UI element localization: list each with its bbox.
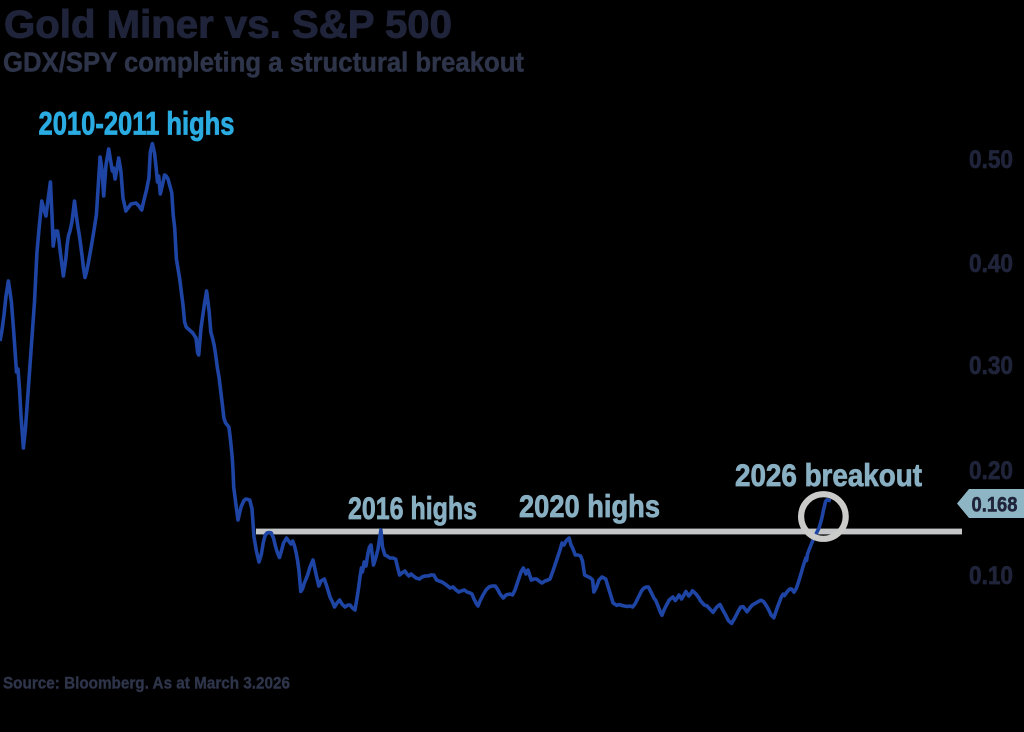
svg-text:2016 highs: 2016 highs — [348, 490, 477, 526]
svg-text:0.50: 0.50 — [969, 146, 1013, 174]
svg-text:Gold Miner vs. S&P 500: Gold Miner vs. S&P 500 — [4, 4, 452, 47]
svg-text:2026 breakout: 2026 breakout — [735, 457, 922, 493]
svg-text:0.20: 0.20 — [969, 457, 1013, 485]
svg-text:2010-2011 highs: 2010-2011 highs — [39, 105, 235, 141]
svg-text:2020 highs: 2020 highs — [519, 488, 660, 524]
svg-text:0.40: 0.40 — [969, 250, 1013, 278]
svg-text:Source: Bloomberg. As at March: Source: Bloomberg. As at March 3.2026 — [3, 674, 290, 693]
svg-text:0.168: 0.168 — [972, 493, 1018, 516]
svg-text:GDX/SPY completing a structura: GDX/SPY completing a structural breakout — [3, 47, 524, 78]
svg-text:0.10: 0.10 — [969, 562, 1013, 590]
svg-text:0.30: 0.30 — [969, 352, 1013, 380]
